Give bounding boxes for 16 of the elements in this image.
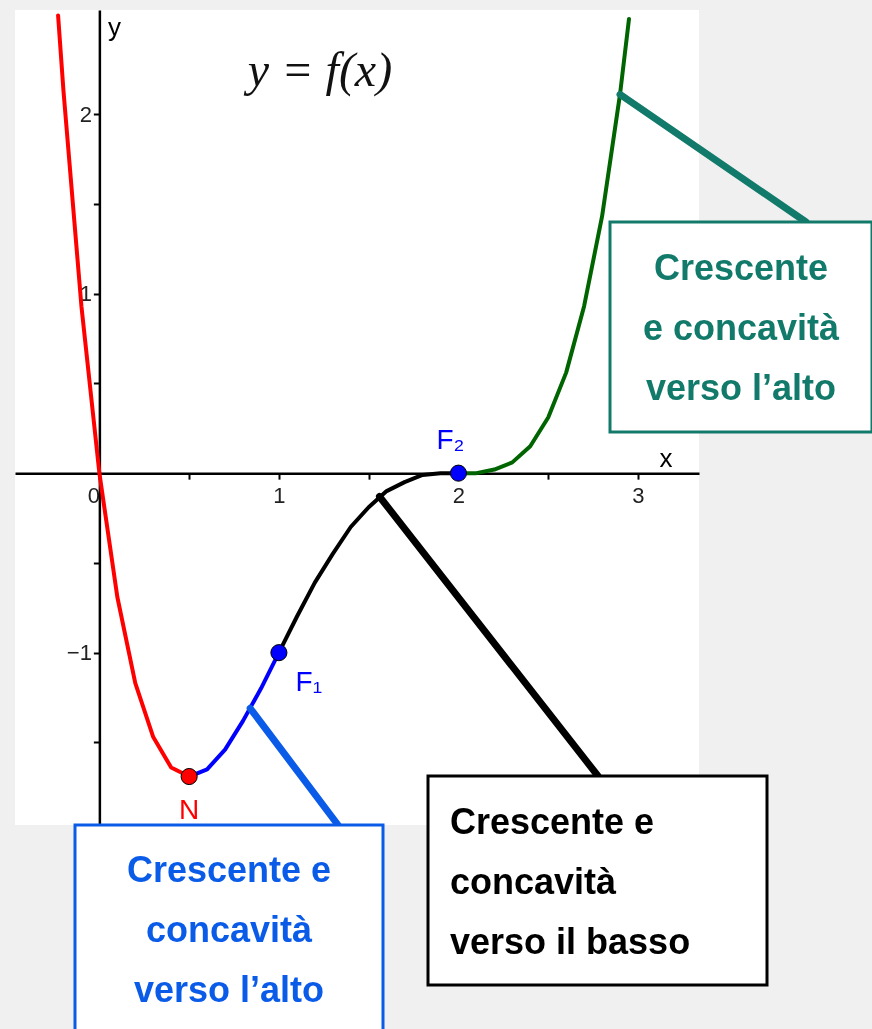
series-label: F₂ bbox=[436, 424, 465, 456]
series-label: N bbox=[179, 793, 200, 825]
annotation: Crescente e concavità verso il basso bbox=[450, 801, 691, 962]
annotation: Crescente e concavità verso l’alto bbox=[126, 849, 332, 1010]
x-tick-label: 0 bbox=[87, 482, 100, 508]
x-axis-title: x bbox=[659, 442, 673, 473]
series-label: F₁ bbox=[295, 665, 323, 697]
y-tick-label: 1 bbox=[79, 281, 92, 307]
text: y = f(x) bbox=[242, 43, 393, 97]
y-axis-title: y bbox=[107, 11, 121, 42]
y-tick-label: −1 bbox=[66, 640, 92, 666]
y-tick-label: 2 bbox=[79, 101, 92, 127]
x-tick-label: 2 bbox=[452, 482, 466, 508]
x-tick-label: 1 bbox=[273, 482, 286, 508]
annotation: Crescente e concavità verso l’alto bbox=[642, 247, 841, 408]
x-tick-label: 3 bbox=[632, 482, 645, 508]
